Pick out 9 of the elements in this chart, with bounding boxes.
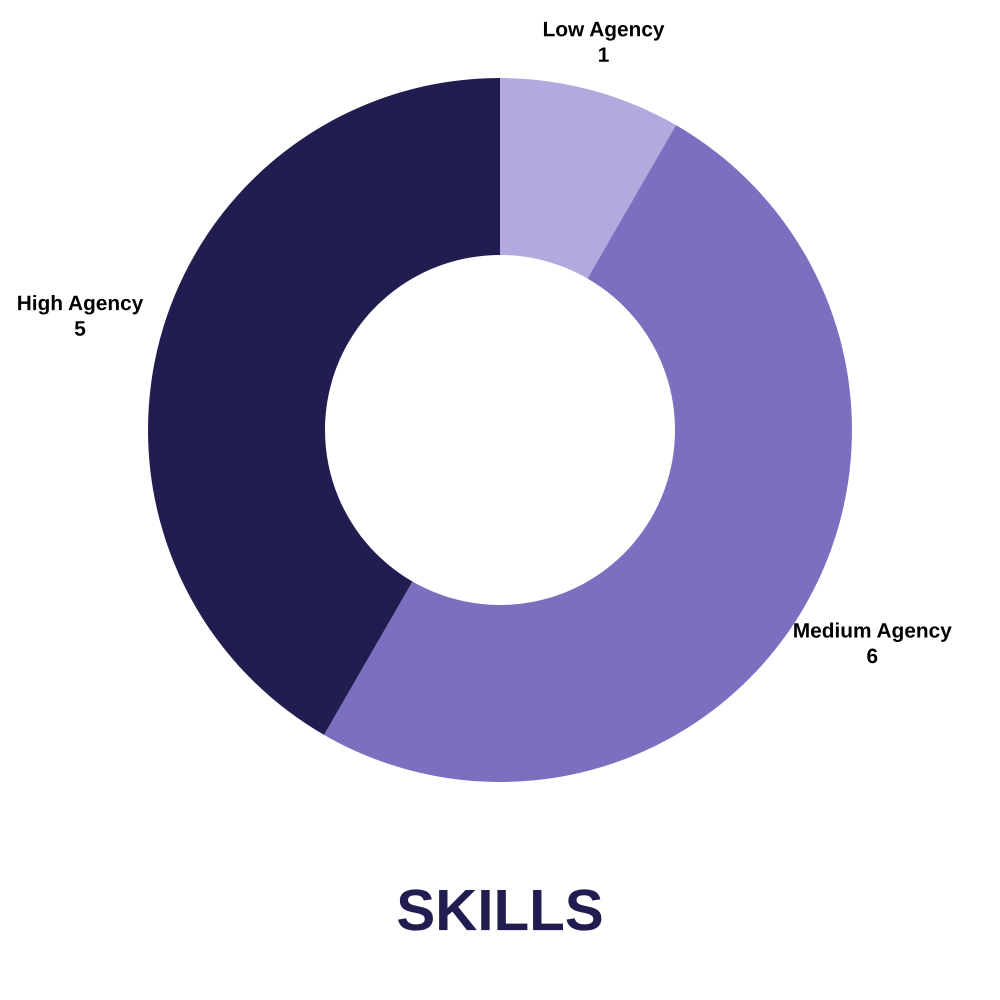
- data-label: 1: [599, 47, 609, 62]
- donut-slice: [148, 78, 500, 735]
- slice-label: Medium Agency: [794, 622, 952, 642]
- slice-label: High Agency: [18, 294, 144, 314]
- donut-slice: [500, 78, 676, 278]
- data-label: 6: [867, 648, 878, 664]
- slice-label: Low Agency: [544, 22, 664, 41]
- data-label: 5: [74, 321, 86, 336]
- text: SKILLS: [398, 889, 602, 931]
